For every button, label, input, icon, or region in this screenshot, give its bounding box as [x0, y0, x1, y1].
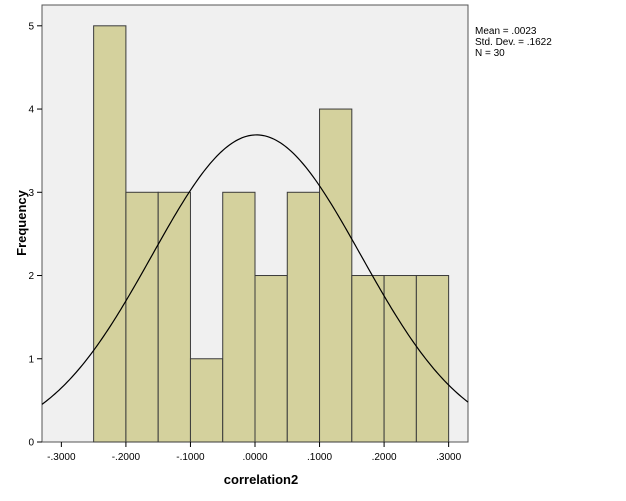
x-tick-label: .3000 — [436, 452, 461, 463]
histogram-bar — [222, 191, 256, 443]
histogram-bar — [286, 191, 321, 443]
histogram-bar — [189, 358, 224, 443]
y-tick-label: 0 — [28, 438, 34, 449]
histogram-bar — [351, 275, 385, 443]
y-tick-label: 2 — [28, 271, 34, 282]
histogram-bar — [319, 108, 353, 443]
normal-curve — [41, 134, 469, 405]
histogram-bar — [125, 191, 159, 443]
histogram-bar — [254, 275, 288, 443]
histogram-bar — [415, 275, 450, 443]
y-axis-title: Frequency — [14, 189, 29, 256]
histogram-bars — [93, 25, 450, 443]
x-tick-label: -.1000 — [176, 452, 205, 463]
y-axis: 0 1 2 3 4 5 — [28, 21, 42, 449]
stats-std-dev: Std. Dev. = .1622 — [475, 37, 552, 48]
stats-mean: Mean = .0023 — [475, 26, 537, 37]
histogram-bar — [383, 275, 417, 443]
histogram-bar — [93, 25, 127, 443]
x-tick-label: .0000 — [242, 452, 267, 463]
y-tick-label: 5 — [28, 21, 34, 32]
y-tick-label: 1 — [28, 354, 34, 365]
stats-n: N = 30 — [475, 48, 505, 59]
x-tick-label: -.3000 — [47, 452, 76, 463]
stats-legend: Mean = .0023 Std. Dev. = .1622 N = 30 — [475, 26, 552, 59]
x-tick-label: .2000 — [372, 452, 397, 463]
x-tick-label: .1000 — [307, 452, 332, 463]
histogram-bar — [157, 191, 191, 443]
y-tick-label: 3 — [28, 188, 34, 199]
x-axis: -.3000 -.2000 -.1000 .0000 .1000 .2000 .3000 — [47, 442, 462, 463]
x-tick-label: -.2000 — [112, 452, 141, 463]
x-axis-title: correlation2 — [224, 472, 298, 487]
y-tick-label: 4 — [28, 105, 34, 116]
